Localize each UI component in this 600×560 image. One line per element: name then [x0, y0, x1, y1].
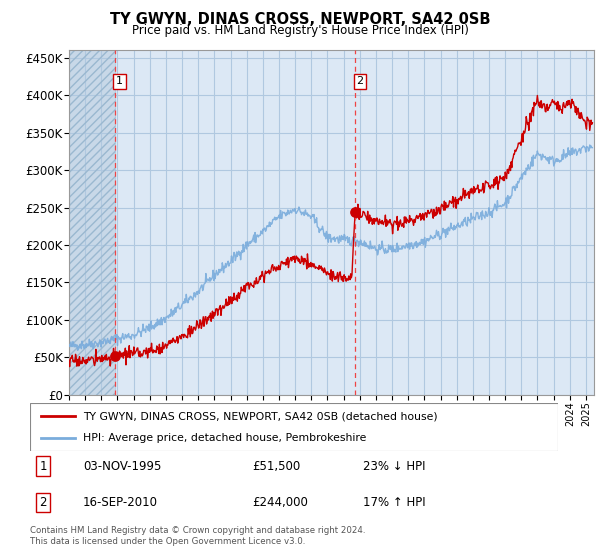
Text: HPI: Average price, detached house, Pembrokeshire: HPI: Average price, detached house, Pemb…	[83, 433, 366, 443]
Text: 17% ↑ HPI: 17% ↑ HPI	[362, 496, 425, 509]
Text: £51,500: £51,500	[252, 460, 300, 473]
Text: £244,000: £244,000	[252, 496, 308, 509]
Bar	[69, 50, 115, 395]
Text: Contains HM Land Registry data © Crown copyright and database right 2024.
This d: Contains HM Land Registry data © Crown c…	[30, 526, 365, 546]
Text: 03-NOV-1995: 03-NOV-1995	[83, 460, 161, 473]
Text: 2: 2	[356, 76, 364, 86]
Text: 23% ↓ HPI: 23% ↓ HPI	[362, 460, 425, 473]
Text: 1: 1	[40, 460, 47, 473]
FancyBboxPatch shape	[30, 403, 558, 451]
Text: TY GWYN, DINAS CROSS, NEWPORT, SA42 0SB (detached house): TY GWYN, DINAS CROSS, NEWPORT, SA42 0SB …	[83, 411, 437, 421]
Text: 16-SEP-2010: 16-SEP-2010	[83, 496, 158, 509]
Point	[350, 208, 360, 217]
Text: 1: 1	[116, 76, 123, 86]
Text: 2: 2	[40, 496, 47, 509]
Bar	[69, 50, 115, 395]
Text: TY GWYN, DINAS CROSS, NEWPORT, SA42 0SB: TY GWYN, DINAS CROSS, NEWPORT, SA42 0SB	[110, 12, 490, 27]
Text: Price paid vs. HM Land Registry's House Price Index (HPI): Price paid vs. HM Land Registry's House …	[131, 24, 469, 36]
Point	[110, 352, 119, 361]
